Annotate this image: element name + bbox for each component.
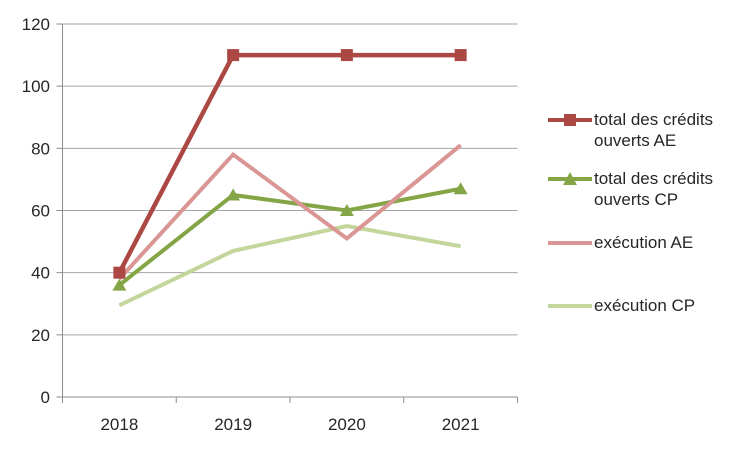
legend: total des crédits ouverts AE total des c… <box>548 0 748 450</box>
y-axis-label: 80 <box>31 139 50 158</box>
series-line[interactable] <box>118 186 462 287</box>
y-axis-label: 100 <box>22 77 50 96</box>
series-marker-triangle[interactable] <box>339 204 354 216</box>
x-axis-label: 2019 <box>214 415 252 434</box>
series-marker-square[interactable] <box>454 49 467 62</box>
series-line[interactable] <box>117 52 461 274</box>
legend-label: exécution AE <box>594 233 694 252</box>
legend-label: total des crédits ouverts AE <box>594 110 714 150</box>
y-axis-label: 40 <box>31 264 50 283</box>
y-axis-label: 0 <box>41 388 50 407</box>
legend-label: total des crédits ouverts CP <box>594 169 714 209</box>
series-marker-triangle[interactable] <box>453 182 468 195</box>
series-line[interactable] <box>118 224 461 308</box>
x-axis-label: 2018 <box>100 415 138 434</box>
series-line[interactable] <box>117 143 462 281</box>
x-axis-label: 2020 <box>328 415 366 434</box>
series-marker-square[interactable] <box>340 49 353 62</box>
y-axis-label: 120 <box>22 15 50 34</box>
legend-swatch-line-icon <box>548 241 592 245</box>
legend-swatch-line-square-icon <box>548 114 592 126</box>
y-axis-label: 60 <box>31 202 50 221</box>
legend-swatch-line-triangle-icon <box>548 172 592 185</box>
legend-swatch-line-icon <box>548 304 592 308</box>
series-marker-triangle[interactable] <box>226 188 241 201</box>
legend-item-total-credits-ouverts-ae[interactable]: total des crédits ouverts AE <box>548 109 726 151</box>
legend-label: exécution CP <box>594 296 696 315</box>
series-marker-square[interactable] <box>113 266 126 279</box>
x-axis-label: 2021 <box>442 415 480 434</box>
legend-item-execution-cp[interactable]: exécution CP <box>548 295 726 316</box>
series-marker-square[interactable] <box>227 49 240 62</box>
y-axis-label: 20 <box>31 326 50 345</box>
legend-item-execution-ae[interactable]: exécution AE <box>548 232 726 253</box>
legend-item-total-credits-ouverts-cp[interactable]: total des crédits ouverts CP <box>548 168 726 210</box>
series-marker-triangle[interactable] <box>112 278 127 291</box>
